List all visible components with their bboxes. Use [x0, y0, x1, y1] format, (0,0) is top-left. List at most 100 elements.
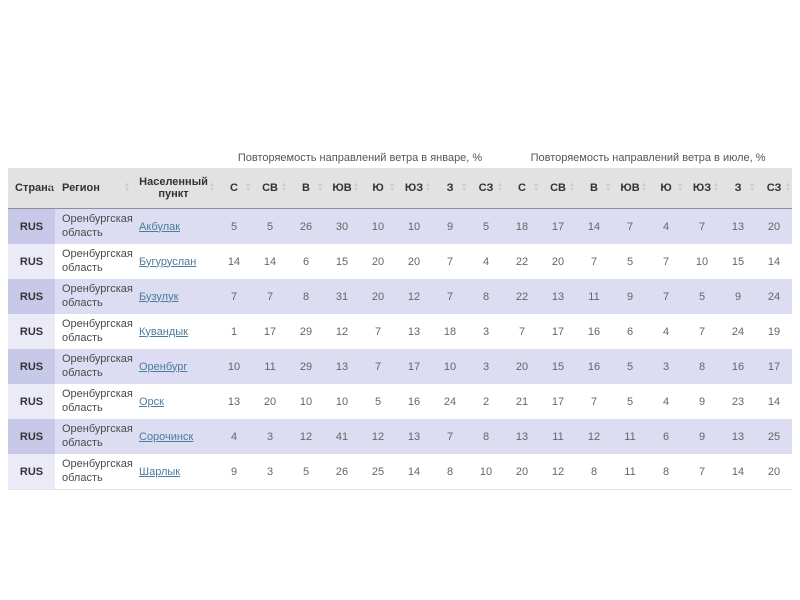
- column-header-label: З: [446, 182, 454, 194]
- cell-value-january: 12: [360, 419, 397, 454]
- cell-value-january: 14: [216, 244, 253, 279]
- cell-value-july: 7: [612, 208, 649, 244]
- settlement-link[interactable]: Бугуруслан: [139, 255, 197, 268]
- cell-value-january: 14: [396, 454, 433, 490]
- cell-value-january: 2: [468, 384, 505, 419]
- column-header-direction-july-3[interactable]: В ▲ ▼: [576, 168, 613, 209]
- cell-value-july: 7: [576, 244, 613, 279]
- column-header-direction-january-5[interactable]: Ю ▲ ▼: [360, 168, 397, 209]
- cell-value-january: 6: [288, 244, 325, 279]
- cell-value-january: 31: [324, 279, 361, 314]
- settlement-link[interactable]: Кувандык: [139, 325, 188, 338]
- cell-value-january: 29: [288, 349, 325, 384]
- cell-settlement: Бузулук: [131, 279, 217, 314]
- cell-value-july: 13: [720, 208, 757, 244]
- cell-value-january: 20: [360, 279, 397, 314]
- cell-value-july: 11: [576, 279, 613, 314]
- cell-value-january: 5: [252, 208, 289, 244]
- cell-value-january: 14: [252, 244, 289, 279]
- column-header-label: ЮЗ: [692, 182, 712, 194]
- column-header-region[interactable]: Регион ▲ ▼: [55, 168, 131, 209]
- sort-icon: ▲ ▼: [317, 182, 324, 193]
- cell-value-july: 24: [756, 279, 793, 314]
- cell-value-january: 8: [468, 279, 505, 314]
- sort-icon: ▲ ▼: [353, 182, 360, 193]
- column-header-label: В: [590, 182, 598, 194]
- sort-icon: ▲ ▼: [677, 182, 684, 193]
- cell-value-july: 24: [720, 314, 757, 349]
- cell-value-january: 3: [468, 349, 505, 384]
- column-header-direction-july-7[interactable]: З ▲ ▼: [720, 168, 757, 209]
- cell-value-january: 7: [432, 279, 469, 314]
- column-header-direction-january-4[interactable]: ЮВ ▲ ▼: [324, 168, 361, 209]
- cell-value-january: 26: [324, 454, 361, 490]
- cell-value-july: 15: [720, 244, 757, 279]
- cell-value-january: 7: [252, 279, 289, 314]
- column-header-direction-january-7[interactable]: З ▲ ▼: [432, 168, 469, 209]
- cell-region: Оренбургская область: [55, 384, 133, 419]
- cell-region: Оренбургская область: [55, 208, 133, 244]
- cell-value-july: 6: [648, 419, 685, 454]
- cell-value-january: 26: [288, 208, 325, 244]
- sort-icon: ▲ ▼: [641, 182, 648, 193]
- table-row: RUS Оренбургская область Бузулук 7 7 8 31 20 12 7…: [8, 279, 793, 314]
- column-header-direction-january-2[interactable]: СВ ▲ ▼: [252, 168, 289, 209]
- column-header-direction-january-1[interactable]: С ▲ ▼: [216, 168, 253, 209]
- column-header-direction-july-8[interactable]: СЗ ▲ ▼: [756, 168, 793, 209]
- column-header-label: ЮВ: [332, 182, 352, 194]
- settlement-link[interactable]: Орск: [139, 395, 164, 408]
- cell-value-january: 13: [216, 384, 253, 419]
- cell-value-january: 3: [252, 454, 289, 490]
- cell-country: RUS: [8, 314, 55, 349]
- settlement-link[interactable]: Оренбург: [139, 360, 188, 373]
- cell-country: RUS: [8, 279, 55, 314]
- cell-value-january: 11: [252, 349, 289, 384]
- cell-value-july: 18: [504, 208, 541, 244]
- cell-country: RUS: [8, 384, 55, 419]
- cell-value-january: 10: [288, 384, 325, 419]
- cell-value-july: 8: [576, 454, 613, 490]
- column-header-label: Регион: [62, 182, 100, 194]
- group-header-spacer: [8, 146, 217, 168]
- cell-value-january: 7: [216, 279, 253, 314]
- cell-value-july: 17: [756, 349, 793, 384]
- cell-settlement: Оренбург: [131, 349, 217, 384]
- column-header-direction-january-6[interactable]: ЮЗ ▲ ▼: [396, 168, 433, 209]
- sort-icon: ▲ ▼: [124, 182, 130, 193]
- column-header-country[interactable]: Страна ▲ ▼: [8, 168, 55, 209]
- column-header-direction-july-4[interactable]: ЮВ ▲ ▼: [612, 168, 649, 209]
- cell-value-july: 23: [720, 384, 757, 419]
- cell-value-january: 12: [288, 419, 325, 454]
- cell-value-january: 18: [432, 314, 469, 349]
- cell-value-january: 20: [252, 384, 289, 419]
- cell-value-january: 17: [252, 314, 289, 349]
- cell-value-january: 9: [432, 208, 469, 244]
- column-header-label: ЮЗ: [404, 182, 424, 194]
- settlement-link[interactable]: Бузулук: [139, 290, 179, 303]
- column-header-settlement[interactable]: Населенный пункт ▲ ▼: [131, 168, 217, 209]
- group-title-july: Повторяемость направлений ветра в июле, …: [504, 146, 793, 168]
- settlement-link[interactable]: Шарлык: [139, 465, 181, 478]
- cell-value-july: 9: [684, 419, 721, 454]
- cell-value-july: 16: [576, 349, 613, 384]
- column-header-direction-january-3[interactable]: В ▲ ▼: [288, 168, 325, 209]
- settlement-link[interactable]: Сорочинск: [139, 430, 194, 443]
- cell-value-january: 10: [216, 349, 253, 384]
- cell-value-january: 4: [468, 244, 505, 279]
- column-header-direction-july-5[interactable]: Ю ▲ ▼: [648, 168, 685, 209]
- cell-settlement: Шарлык: [131, 454, 217, 490]
- cell-value-january: 20: [360, 244, 397, 279]
- cell-value-january: 20: [396, 244, 433, 279]
- cell-value-july: 17: [540, 384, 577, 419]
- sort-icon: ▲ ▼: [209, 182, 216, 193]
- cell-value-july: 7: [684, 314, 721, 349]
- cell-value-july: 6: [612, 314, 649, 349]
- settlement-link[interactable]: Акбулак: [139, 220, 181, 233]
- sort-icon: ▲ ▼: [785, 182, 792, 193]
- cell-value-july: 14: [720, 454, 757, 490]
- column-header-direction-july-6[interactable]: ЮЗ ▲ ▼: [684, 168, 721, 209]
- column-header-direction-january-8[interactable]: СЗ ▲ ▼: [468, 168, 505, 209]
- column-header-direction-july-2[interactable]: СВ ▲ ▼: [540, 168, 577, 209]
- column-header-direction-july-1[interactable]: С ▲ ▼: [504, 168, 541, 209]
- table-row: RUS Оренбургская область Кувандык 1 17 29 12 7 1…: [8, 314, 793, 349]
